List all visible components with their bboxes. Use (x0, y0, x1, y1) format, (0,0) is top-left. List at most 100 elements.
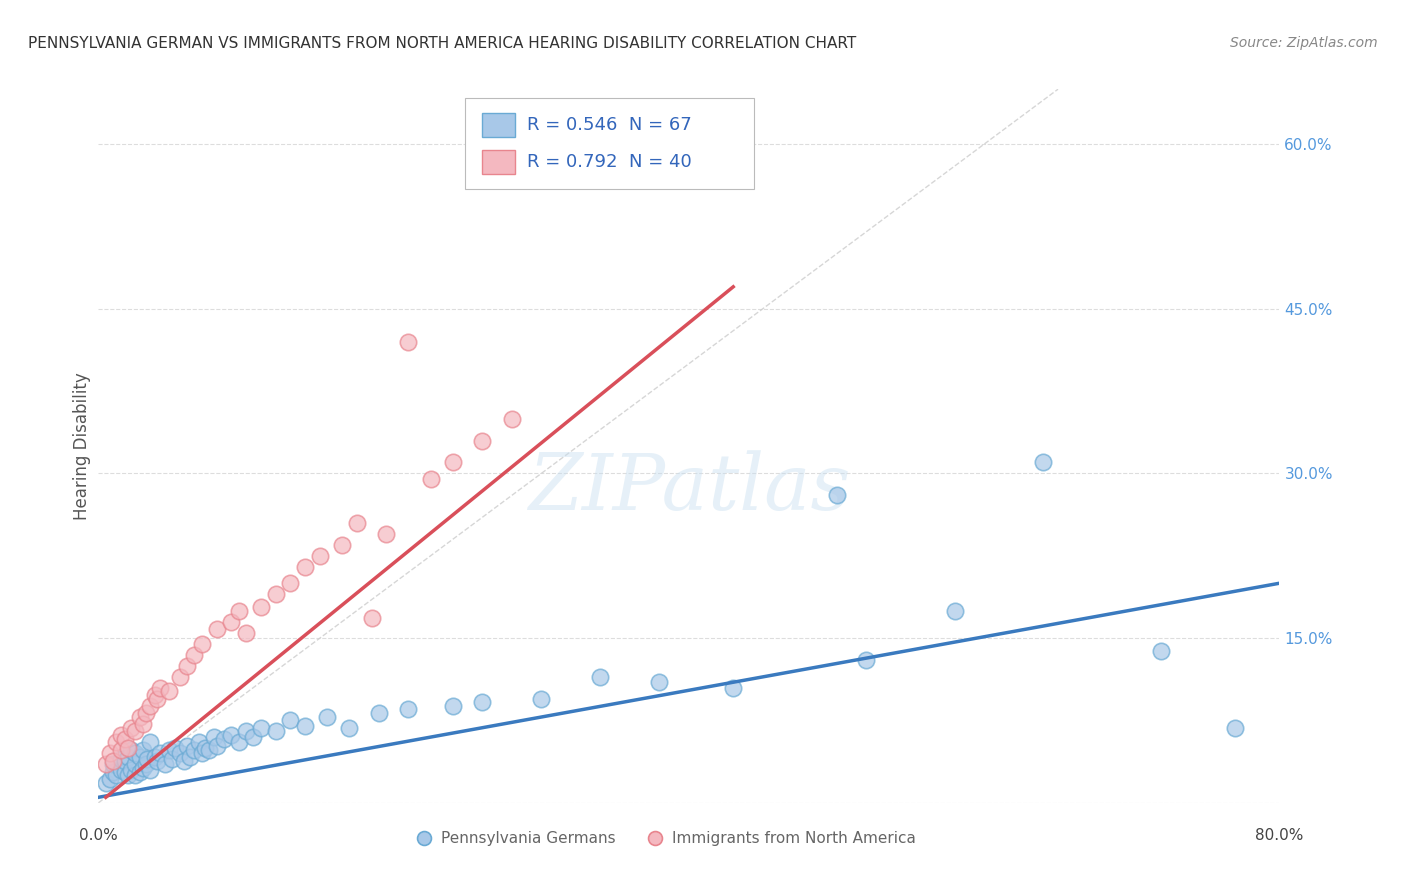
Point (419, 472, 441, 486)
Point (202, 730, 225, 744)
Point (114, 754, 136, 768)
Point (98, 772, 121, 786)
Point (173, 754, 195, 768)
Point (114, 765, 136, 780)
Point (103, 765, 125, 780)
Point (1225, 721, 1247, 735)
Point (250, 721, 273, 735)
Point (441, 699, 464, 714)
Point (128, 749, 150, 764)
Point (179, 749, 201, 764)
Point (110, 743, 132, 757)
Point (139, 763, 162, 777)
Point (143, 688, 166, 702)
Point (94, 757, 117, 772)
Point (330, 538, 353, 552)
Point (398, 334, 420, 349)
Text: 0.0%: 0.0% (79, 828, 118, 843)
Point (132, 716, 155, 731)
Point (280, 576, 302, 591)
Point (280, 714, 302, 728)
Point (221, 728, 243, 742)
Point (183, 743, 205, 757)
Point (98, 747, 121, 761)
Point (103, 757, 125, 772)
Point (128, 765, 150, 780)
FancyBboxPatch shape (482, 112, 516, 137)
Point (169, 669, 191, 683)
Point (135, 706, 157, 720)
Point (264, 724, 287, 739)
Text: R = 0.792  N = 40: R = 0.792 N = 40 (527, 153, 692, 171)
Point (205, 739, 228, 753)
Point (228, 604, 250, 618)
Point (124, 747, 146, 761)
Point (136, 752, 159, 766)
Point (117, 749, 139, 764)
Point (146, 754, 169, 768)
Point (191, 747, 214, 761)
Point (132, 761, 155, 775)
Point (943, 604, 966, 618)
Point (176, 658, 198, 673)
FancyBboxPatch shape (464, 98, 754, 189)
Point (157, 743, 180, 757)
Point (589, 669, 612, 683)
Point (94, 776, 117, 790)
Point (1150, 644, 1173, 658)
Point (441, 455, 464, 469)
Point (1032, 455, 1054, 469)
Point (132, 743, 155, 757)
Point (825, 488, 848, 502)
Point (235, 724, 257, 739)
Point (264, 587, 287, 601)
Point (120, 721, 142, 735)
Point (212, 732, 235, 747)
Point (117, 768, 139, 782)
Point (139, 735, 162, 749)
Point (128, 710, 150, 724)
Point (183, 648, 205, 662)
Point (648, 675, 671, 690)
Point (153, 757, 176, 772)
Legend: Pennsylvania Germans, Immigrants from North America: Pennsylvania Germans, Immigrants from No… (409, 825, 922, 852)
Text: PENNSYLVANIA GERMAN VS IMMIGRANTS FROM NORTH AMERICA HEARING DISABILITY CORRELAT: PENNSYLVANIA GERMAN VS IMMIGRANTS FROM N… (28, 36, 856, 51)
Y-axis label: Hearing Disability: Hearing Disability (73, 372, 91, 520)
Point (149, 681, 172, 695)
Text: 80.0%: 80.0% (1256, 828, 1303, 843)
Point (176, 739, 198, 753)
Point (501, 411, 523, 425)
Point (228, 735, 250, 749)
Point (105, 768, 128, 782)
Point (194, 740, 217, 755)
Point (530, 691, 553, 706)
Point (135, 757, 157, 772)
Point (110, 763, 132, 777)
Point (346, 516, 368, 530)
Point (143, 749, 166, 764)
Point (124, 768, 146, 782)
Point (198, 743, 221, 757)
Point (157, 683, 180, 698)
FancyBboxPatch shape (482, 150, 516, 174)
Point (855, 653, 877, 667)
Point (471, 695, 494, 709)
Point (205, 623, 228, 637)
Point (162, 752, 183, 766)
Point (471, 434, 494, 448)
Point (250, 600, 273, 615)
Point (146, 691, 169, 706)
Point (398, 702, 420, 716)
Point (339, 721, 361, 735)
Text: ZIPatlas: ZIPatlas (527, 450, 851, 527)
Point (124, 724, 146, 739)
Point (242, 730, 264, 744)
Point (187, 735, 209, 749)
Point (105, 735, 128, 749)
Point (191, 637, 214, 651)
Point (103, 754, 125, 768)
Point (360, 611, 382, 625)
Point (120, 763, 142, 777)
Point (120, 743, 142, 757)
Point (723, 681, 745, 695)
